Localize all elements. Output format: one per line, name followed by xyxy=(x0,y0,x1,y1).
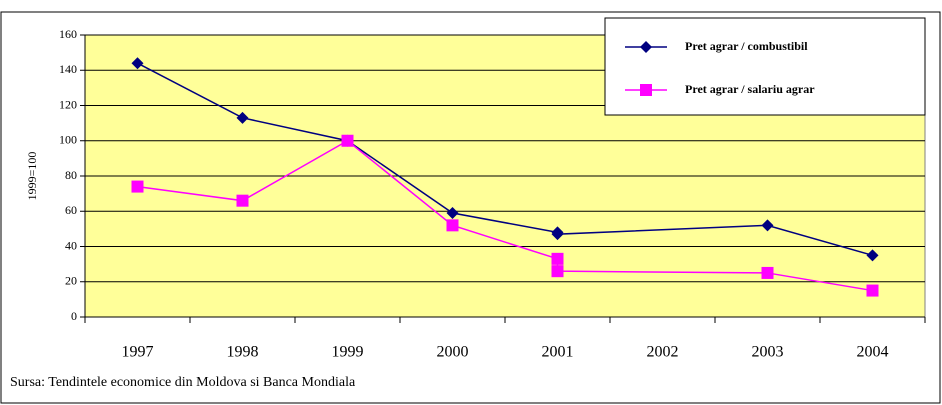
point xyxy=(341,134,354,147)
legend-marker xyxy=(640,41,652,53)
point xyxy=(551,265,564,278)
point xyxy=(131,180,144,193)
y-axis-label: 1999=100 xyxy=(25,152,39,201)
point xyxy=(131,57,144,70)
x-tick-label: 2004 xyxy=(857,344,889,361)
legend-label: Pret agrar / combustibil xyxy=(685,39,808,53)
y-tick-label: 60 xyxy=(65,203,77,217)
y-tick-label: 40 xyxy=(65,238,77,252)
legend-marker xyxy=(640,84,652,96)
point xyxy=(866,249,879,262)
point xyxy=(236,194,249,207)
y-tick-label: 80 xyxy=(65,168,77,182)
series xyxy=(131,57,879,297)
x-tick-label: 1997 xyxy=(122,344,154,361)
x-tick-label: 1998 xyxy=(227,344,259,361)
point xyxy=(446,207,459,220)
series-line xyxy=(137,139,873,292)
y-tick-label: 120 xyxy=(59,97,77,111)
point xyxy=(866,284,879,297)
point xyxy=(761,219,774,232)
series-line xyxy=(137,62,873,257)
x-tick-label: 2001 xyxy=(542,344,574,361)
x-tick-label: 1999 xyxy=(332,344,364,361)
legend-label: Pret agrar / salariu agrar xyxy=(685,82,815,96)
point xyxy=(551,252,564,265)
point xyxy=(551,228,564,241)
point xyxy=(761,266,774,279)
source-note: Sursa: Tendintele economice din Moldova … xyxy=(10,375,356,390)
x-tick-label: 2003 xyxy=(752,344,784,361)
y-tick-label: 100 xyxy=(59,133,77,147)
x-tick-label: 2000 xyxy=(437,344,469,361)
x-tick-label: 2002 xyxy=(647,344,679,361)
y-tick-label: 0 xyxy=(71,309,77,323)
y-tick-label: 140 xyxy=(59,62,77,76)
y-tick-label: 20 xyxy=(65,274,77,288)
point xyxy=(446,219,459,232)
point xyxy=(236,111,249,124)
y-tick-label: 160 xyxy=(59,27,77,41)
legend-box xyxy=(604,17,926,116)
